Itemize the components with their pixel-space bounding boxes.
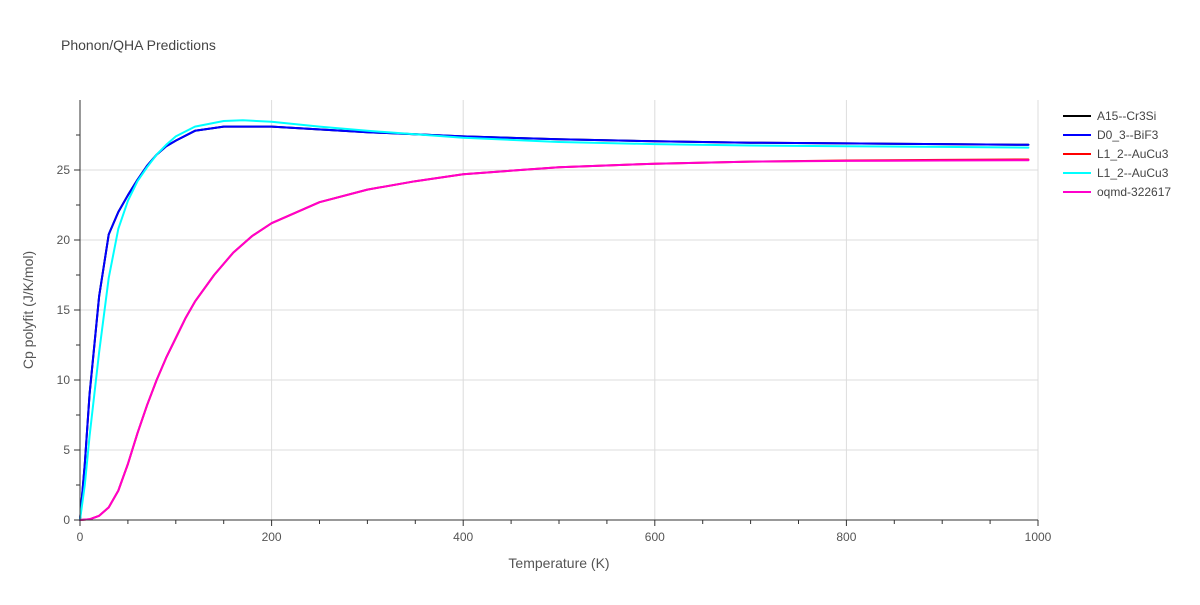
grid-layer (80, 100, 1039, 520)
legend: A15--Cr3Si D0_3--BiF3 L1_2--AuCu3 L1_2--AuC… (1063, 109, 1171, 199)
y-tick-label: 0 (63, 513, 70, 527)
legend-item[interactable]: A15--Cr3Si (1063, 109, 1156, 123)
legend-label: A15--Cr3Si (1097, 109, 1156, 123)
y-tick-label: 20 (57, 233, 71, 247)
y-tick-label: 10 (57, 373, 71, 387)
series-line-1 (79, 125, 1030, 521)
x-tick-label: 400 (453, 530, 473, 544)
y-tick-label: 5 (63, 443, 70, 457)
y-axis-title: Cp polyfit (J/K/mol) (20, 251, 36, 369)
series-line-3 (79, 119, 1030, 521)
legend-label: L1_2--AuCu3 (1097, 147, 1169, 161)
y-tick-label: 25 (57, 163, 71, 177)
series-line-2 (79, 158, 1030, 521)
x-tick-label: 600 (645, 530, 665, 544)
legend-label: oqmd-322617 (1097, 185, 1171, 199)
y-tick-label: 15 (57, 303, 71, 317)
axes-layer: 0 200 400 600 800 1000 0 5 10 15 20 25 (57, 100, 1052, 544)
x-axis-title: Temperature (K) (508, 555, 609, 571)
legend-item[interactable]: L1_2--AuCu3 (1063, 166, 1169, 180)
x-tick-label: 800 (836, 530, 856, 544)
x-tick-label: 1000 (1025, 530, 1052, 544)
legend-item[interactable]: L1_2--AuCu3 (1063, 147, 1169, 161)
series-line-0 (79, 125, 1030, 521)
chart-title: Phonon/QHA Predictions (61, 37, 216, 53)
legend-label: D0_3--BiF3 (1097, 128, 1159, 142)
series-layer (79, 119, 1030, 521)
legend-item[interactable]: D0_3--BiF3 (1063, 128, 1159, 142)
x-tick-label: 200 (262, 530, 282, 544)
legend-label: L1_2--AuCu3 (1097, 166, 1169, 180)
series-line-4 (79, 159, 1030, 521)
x-tick-label: 0 (77, 530, 84, 544)
legend-item[interactable]: oqmd-322617 (1063, 185, 1171, 199)
